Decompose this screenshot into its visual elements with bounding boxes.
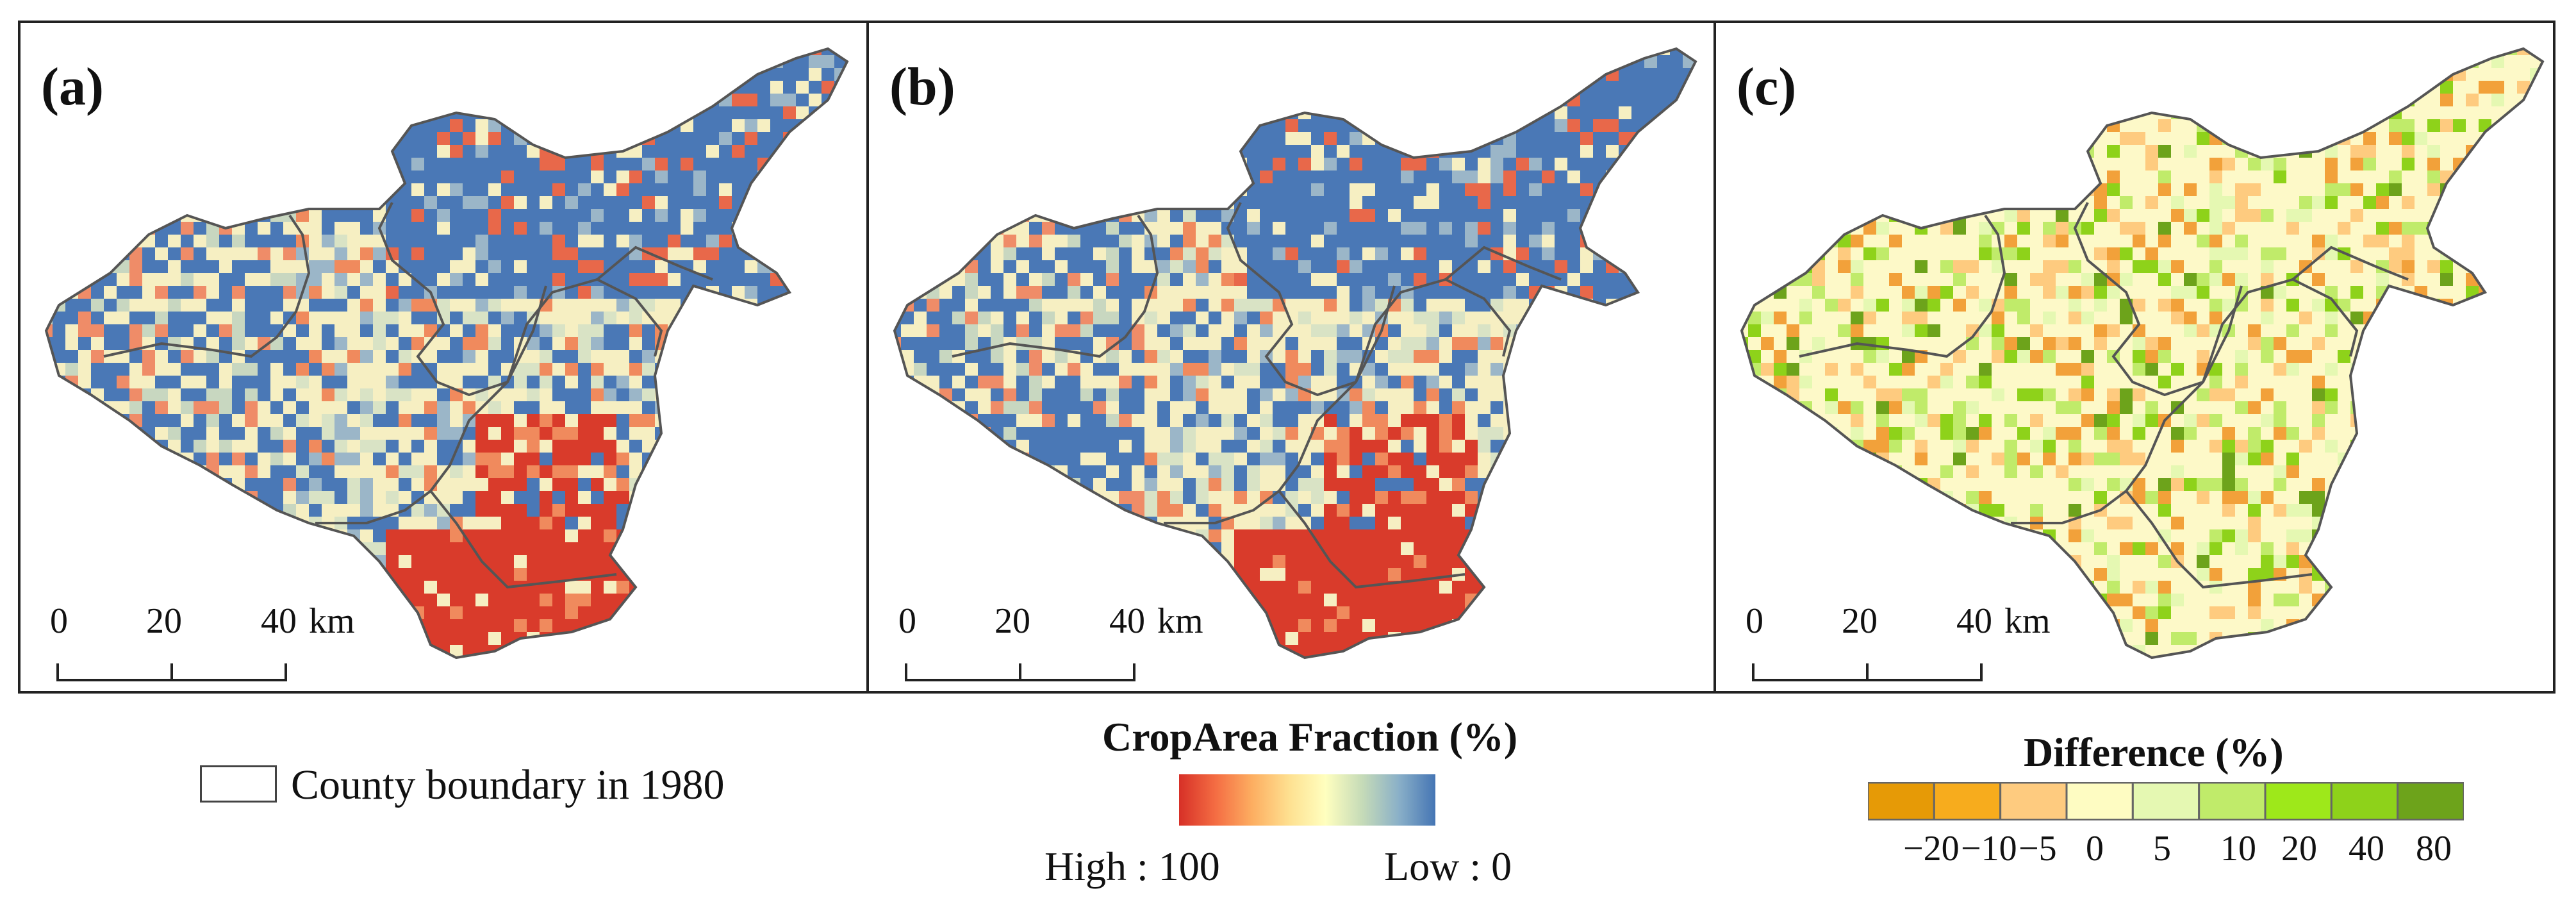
scale-tick-mark — [285, 663, 287, 681]
difference-swatch — [1933, 782, 2002, 820]
county-boundary-line — [2011, 490, 2127, 524]
difference-tick-label: 10 — [2220, 829, 2256, 869]
scale-tick-20: 20 — [995, 601, 1030, 641]
map-figure-frame: (a) 0 20 40 km (b) 0 20 40 km (c) — [18, 21, 2555, 694]
scale-tick-40: 40 — [1956, 601, 1992, 641]
panel-label-a: (a) — [41, 57, 104, 117]
scale-tick-0: 0 — [50, 601, 68, 641]
difference-swatch — [2198, 782, 2266, 820]
scale-tick-40: 40 — [1109, 601, 1145, 641]
county-boundary-line — [952, 214, 1159, 358]
crop-legend-high: High : 100 — [1044, 844, 1220, 889]
scale-tick-mark — [56, 663, 59, 681]
study-area-outline — [44, 47, 849, 660]
map-b — [893, 47, 1697, 660]
difference-legend: Difference (%) −20 −10 −5 0 5 10 20 40 80 — [1858, 724, 2550, 891]
crop-legend-title: CropArea Fraction (%) — [1102, 714, 1518, 760]
county-boundary-line — [315, 490, 432, 524]
scale-tick-mark — [1866, 663, 1869, 681]
scale-tick-mark — [905, 663, 907, 681]
difference-swatch — [2065, 782, 2134, 820]
county-boundary-line — [103, 214, 311, 358]
study-area-outline — [1740, 47, 2545, 660]
panel-c: (c) 0 20 40 km — [1713, 23, 2553, 691]
scale-bar-b: 0 20 40 km — [888, 601, 1203, 693]
difference-tick-label: −10 — [1961, 829, 2017, 869]
raster-cells — [46, 49, 847, 658]
scale-unit: km — [2004, 601, 2051, 641]
panel-a: (a) 0 20 40 km — [21, 23, 866, 691]
scale-unit: km — [309, 601, 355, 641]
scale-bar-a: 0 20 40 km — [40, 601, 355, 693]
scale-tick-0: 0 — [898, 601, 916, 641]
crop-legend-low: Low : 0 — [1384, 844, 1512, 889]
scale-tick-mark — [170, 663, 173, 681]
scale-tick-mark — [1752, 663, 1754, 681]
difference-tick-label: −20 — [1903, 829, 1960, 869]
difference-swatch — [1868, 782, 1935, 820]
boundary-legend-label: County boundary in 1980 — [291, 761, 725, 808]
difference-tick-label: 0 — [2086, 829, 2104, 869]
scale-tick-20: 20 — [146, 601, 182, 641]
map-a — [44, 47, 849, 660]
county-boundary-line — [377, 202, 508, 397]
map-c — [1740, 47, 2545, 660]
difference-color-bar — [1868, 782, 2464, 820]
county-boundary-line — [2291, 245, 2409, 281]
panel-b: (b) 0 20 40 km — [866, 23, 1713, 691]
difference-tick-label: 5 — [2153, 829, 2171, 869]
county-boundary-line — [596, 245, 713, 281]
difference-swatch — [2131, 782, 2200, 820]
study-area-outline — [893, 47, 1697, 660]
difference-tick-label: 80 — [2416, 829, 2452, 869]
raster-cells — [1742, 49, 2543, 658]
county-boundary-line — [1444, 245, 1562, 281]
difference-tick-labels: −20 −10 −5 0 5 10 20 40 80 — [1858, 831, 2550, 876]
difference-swatch — [1999, 782, 2068, 820]
difference-swatch — [2330, 782, 2399, 820]
crop-color-ramp — [1179, 774, 1435, 826]
scale-tick-mark — [1133, 663, 1135, 681]
scale-tick-mark — [1980, 663, 1983, 681]
county-boundary-line — [1799, 214, 2006, 358]
scale-tick-40: 40 — [261, 601, 297, 641]
county-boundary-line — [1164, 490, 1280, 524]
difference-legend-title: Difference (%) — [2024, 729, 2284, 775]
scale-unit: km — [1157, 601, 1203, 641]
difference-swatch — [2264, 782, 2332, 820]
county-boundary-line — [1226, 202, 1357, 397]
boundary-swatch — [200, 765, 277, 803]
difference-tick-label: 20 — [2281, 829, 2317, 869]
difference-tick-label: −5 — [2019, 829, 2057, 869]
panel-label-c: (c) — [1737, 57, 1797, 117]
scale-tick-20: 20 — [1842, 601, 1878, 641]
county-boundary-line — [2073, 202, 2204, 397]
scale-tick-0: 0 — [1746, 601, 1763, 641]
scale-bar-c: 0 20 40 km — [1735, 601, 2051, 693]
scale-tick-mark — [1019, 663, 1021, 681]
difference-swatch — [2397, 782, 2464, 820]
crop-fraction-legend: CropArea Fraction (%) High : 100 Low : 0 — [1025, 711, 1602, 904]
difference-tick-label: 40 — [2349, 829, 2384, 869]
raster-cells — [895, 49, 1696, 658]
panel-label-b: (b) — [889, 57, 955, 117]
